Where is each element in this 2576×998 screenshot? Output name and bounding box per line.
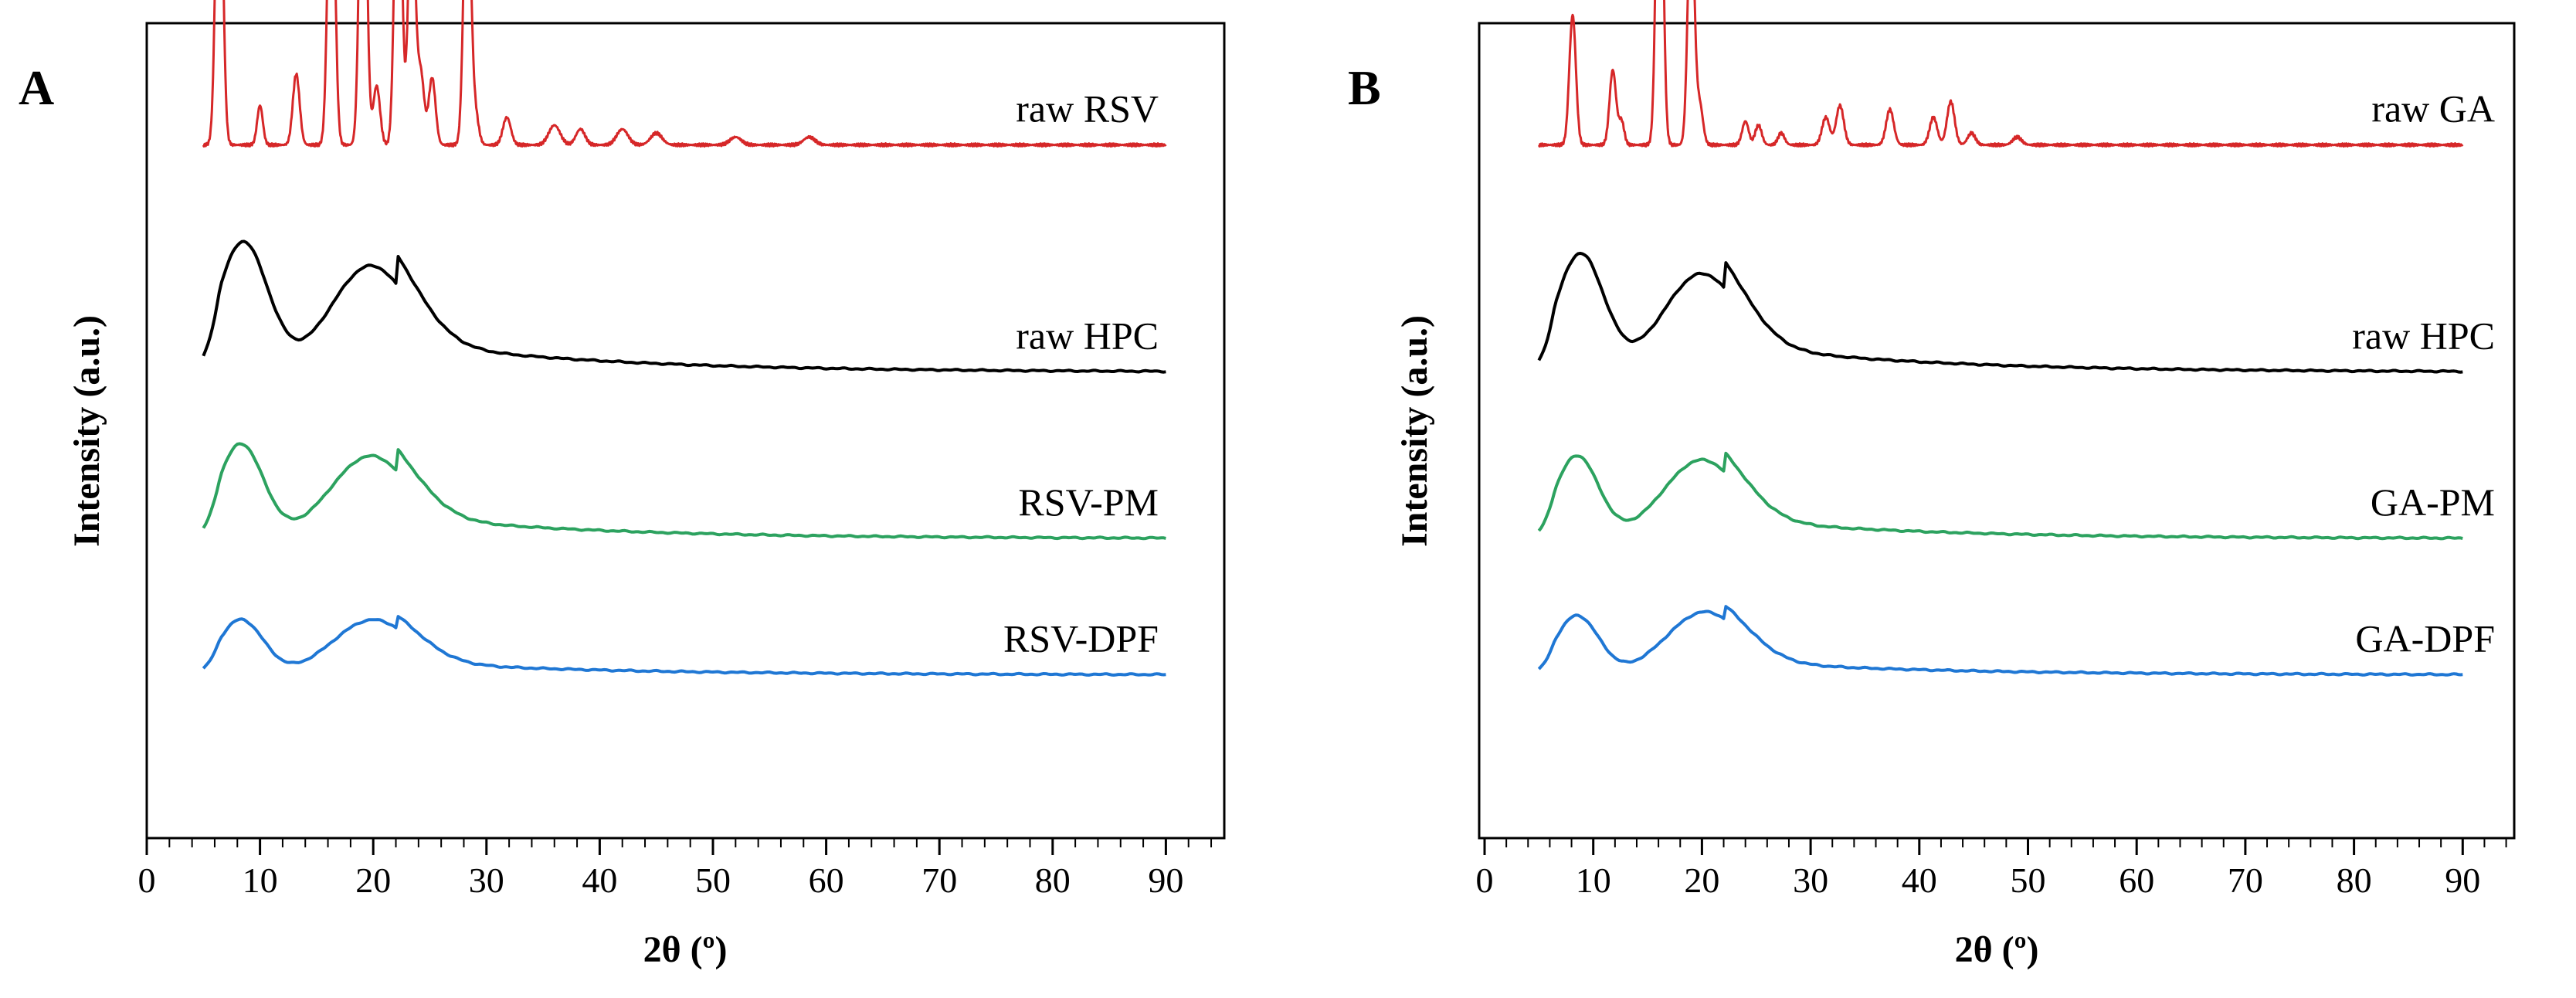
panel-b: B Intensity (a.u.) 2θ (º) 0 10 20 30 40 50 60 7… [1348,0,2516,970]
x-tick-label: 40 [582,861,617,900]
x-axis-title-a: 2θ (º) [643,929,728,970]
panel-letter-a: A [19,60,54,115]
x-tick-label: 90 [2445,861,2480,900]
y-axis-title-b: Intensity (a.u.) [1394,315,1435,547]
series-line-ga-pm [1537,451,2463,541]
plot-frame-a [145,22,1226,840]
x-tick-label: 90 [1148,861,1183,900]
series-label: raw GA [2371,87,2495,131]
series-line-raw-ga [1537,0,2464,148]
x-ticks-b: 0 10 20 30 40 50 60 70 80 90 [1476,838,2507,900]
series-label: RSV-DPF [1003,617,1159,660]
x-tick-label: 30 [1793,861,1828,900]
series-line-rsv-pm [202,442,1166,541]
series-line-raw-rsv [202,0,1167,148]
series-labels-a: raw RSV raw HPC RSV-PM RSV-DPF [1003,87,1159,660]
series-line-rsv-dpf [202,615,1166,677]
series-line-raw-hpc [202,239,1166,374]
panel-a: A Intensity (a.u.) 2θ (º) 0 10 20 30 40 50 60 7… [19,0,1226,970]
x-tick-label: 20 [355,861,391,900]
x-tick-label: 50 [2011,861,2046,900]
series-line-raw-hpc [1537,251,2463,374]
series-labels-b: raw GA raw HPC GA-PM GA-DPF [2352,87,2495,660]
curves-a [202,0,1167,677]
x-tick-label: 80 [1035,861,1071,900]
x-tick-label: 20 [1684,861,1719,900]
x-tick-label: 10 [243,861,278,900]
x-tick-label: 60 [809,861,844,900]
plot-frame-b [1478,22,2516,840]
series-label: raw RSV [1016,87,1159,131]
curves-b [1537,0,2464,677]
panel-letter-b: B [1348,60,1381,115]
x-tick-label: 70 [2228,861,2263,900]
x-tick-label: 50 [695,861,731,900]
x-tick-label: 40 [1902,861,1937,900]
x-tick-label: 0 [1476,861,1494,900]
series-label: raw HPC [2352,314,2495,358]
x-axis-title-b: 2θ (º) [1955,929,2039,970]
series-line-ga-dpf [1537,605,2463,677]
x-tick-label: 60 [2119,861,2154,900]
x-tick-label: 0 [138,861,156,900]
x-tick-label: 80 [2337,861,2372,900]
x-tick-label: 30 [469,861,504,900]
y-axis-title-a: Intensity (a.u.) [66,315,107,547]
x-tick-label: 70 [921,861,957,900]
series-label: GA-PM [2371,480,2495,524]
series-label: raw HPC [1016,314,1159,358]
series-label: GA-DPF [2355,617,2495,660]
x-tick-label: 10 [1576,861,1611,900]
series-label: RSV-PM [1018,480,1159,524]
x-ticks-a: 0 10 20 30 40 50 60 70 80 90 [138,838,1213,900]
